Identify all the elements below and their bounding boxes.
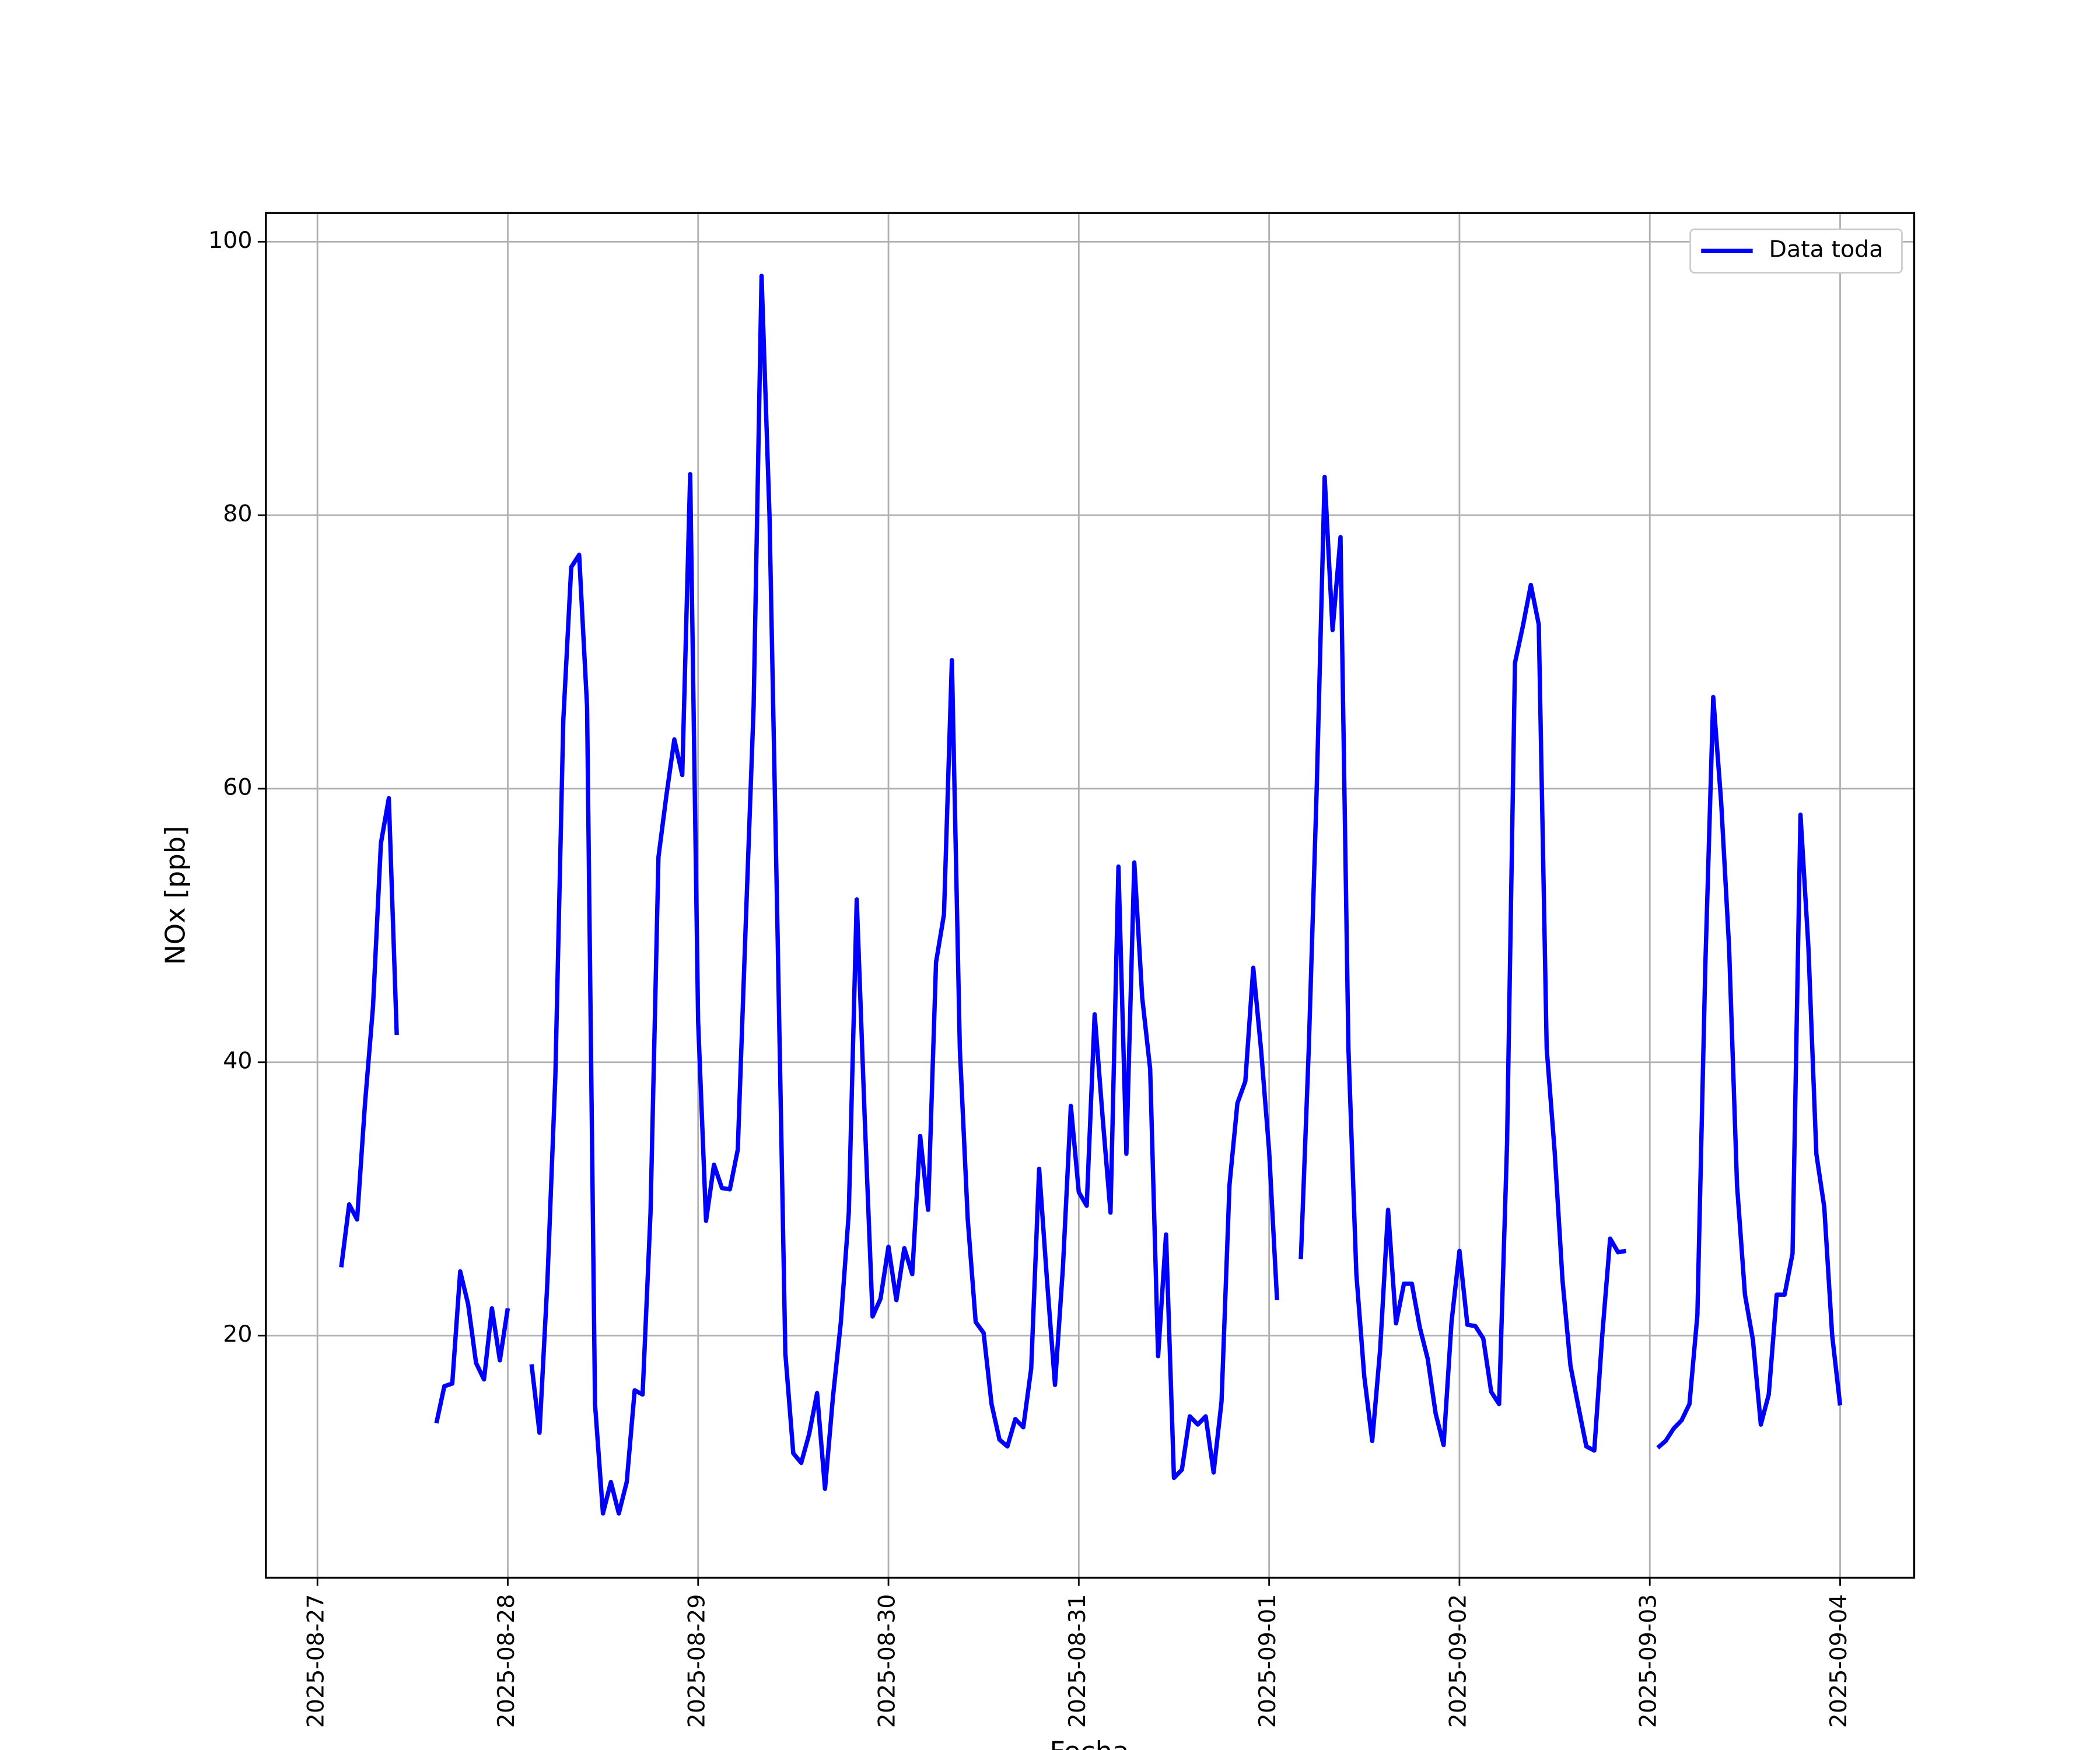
x-tick-label: 2025-09-04 [1825, 1594, 1852, 1728]
y-tick-label: 60 [223, 774, 252, 801]
legend-box [1689, 228, 1903, 274]
x-tick-label: 2025-08-28 [493, 1594, 520, 1728]
x-tick-label: 2025-08-31 [1064, 1594, 1091, 1728]
legend-label: Data toda [1769, 236, 1884, 263]
x-tick-label: 2025-09-02 [1444, 1594, 1471, 1728]
x-tick-label: 2025-08-29 [683, 1594, 710, 1728]
x-tick-label: 2025-09-03 [1635, 1594, 1662, 1728]
x-axis-label: Fecha [1049, 1736, 1129, 1750]
x-tick-label: 2025-09-01 [1254, 1594, 1281, 1728]
y-tick-label: 100 [208, 227, 252, 254]
y-tick-label: 20 [223, 1321, 252, 1348]
data-line [339, 274, 1843, 1516]
y-tick-label: 40 [223, 1047, 252, 1074]
plot-frame [265, 212, 1916, 1579]
x-tick-label: 2025-08-30 [874, 1594, 901, 1728]
y-tick-label: 80 [223, 501, 252, 527]
x-tick-label: 2025-08-27 [303, 1594, 330, 1728]
y-axis-label: NOx [ppb] [159, 826, 191, 965]
